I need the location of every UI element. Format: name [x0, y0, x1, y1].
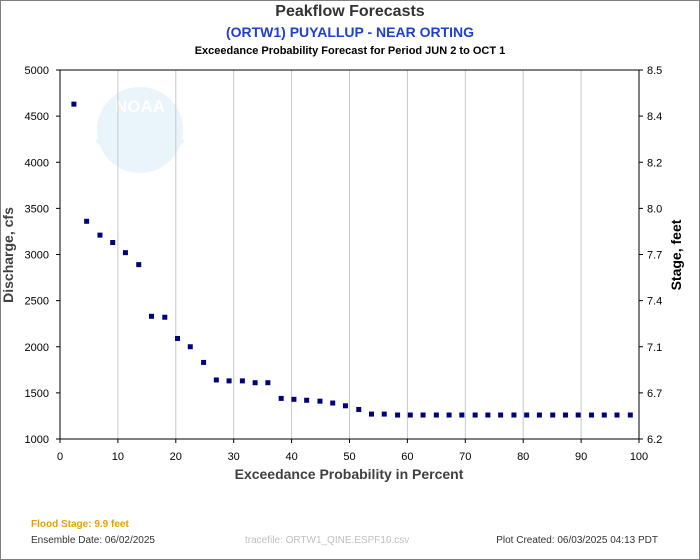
x-tick-label: 100	[630, 451, 648, 463]
data-point	[550, 412, 556, 418]
period-subtitle: Exceedance Probability Forecast for Peri…	[194, 45, 506, 57]
data-point	[278, 395, 284, 401]
data-points	[71, 101, 633, 418]
data-point	[614, 412, 620, 418]
plot-created: Plot Created: 06/03/2025 04:13 PDT	[496, 535, 658, 546]
ensemble-date: Ensemble Date: 06/02/2025	[31, 535, 155, 546]
x-tick-label: 50	[343, 451, 355, 463]
x-tick-label: 10	[112, 451, 124, 463]
data-point	[110, 240, 116, 246]
data-point	[239, 378, 245, 384]
data-point	[524, 412, 530, 418]
y2-tick-label: 8.4	[647, 111, 662, 123]
y-tick-label: 4000	[25, 157, 49, 169]
data-point	[148, 313, 154, 319]
gridlines	[117, 70, 582, 439]
data-point	[136, 262, 142, 268]
x-tick-label: 30	[228, 451, 240, 463]
data-point	[304, 397, 310, 403]
y2-tick-label: 8.2	[647, 157, 662, 169]
y2-tick-label: 7.4	[647, 296, 662, 308]
noaa-logo: NOAA	[96, 87, 184, 173]
chart-title: Peakflow Forecasts	[275, 3, 425, 20]
data-point	[575, 412, 581, 418]
data-point	[162, 314, 168, 320]
data-point	[446, 412, 452, 418]
data-point	[226, 378, 232, 384]
data-point	[472, 412, 478, 418]
flood-stage-note: Flood Stage: 9.9 feet	[31, 519, 129, 530]
y-tick-label: 3500	[25, 203, 49, 215]
data-point	[317, 398, 323, 404]
data-point	[213, 377, 219, 383]
data-point	[562, 412, 568, 418]
data-point	[420, 412, 426, 418]
x-tick-label: 90	[575, 451, 587, 463]
data-point	[601, 412, 607, 418]
y-tick-label: 3000	[25, 250, 49, 262]
x-tick-label: 70	[459, 451, 471, 463]
data-point	[407, 412, 413, 418]
data-point	[485, 412, 491, 418]
y2-tick-label: 8.5	[647, 65, 662, 77]
data-point	[201, 359, 207, 365]
noaa-logo-disc	[97, 87, 183, 173]
y2-tick-label: 6.7	[647, 388, 662, 400]
tracefile-note: tracefile: ORTW1_QINE.ESPF10.csv	[245, 535, 410, 546]
data-point	[265, 380, 271, 386]
data-point	[498, 412, 504, 418]
noaa-logo-wave	[96, 131, 184, 151]
y-tick-label: 2500	[25, 296, 49, 308]
data-point	[97, 232, 103, 238]
y-tick-label: 1500	[25, 388, 49, 400]
data-point	[187, 344, 193, 350]
y2-tick-label: 8.0	[647, 203, 662, 215]
x-tick-label: 80	[517, 451, 529, 463]
station-subtitle: (ORTW1) PUYALLUP - NEAR ORTING	[225, 24, 475, 40]
data-point	[291, 396, 297, 402]
x-tick-label: 0	[57, 451, 63, 463]
data-point	[381, 411, 387, 417]
y-tick-label: 2000	[25, 342, 49, 354]
y-axis-label: Discharge, cfs	[0, 207, 16, 303]
x-tick-label: 60	[401, 451, 413, 463]
data-point	[252, 380, 258, 386]
data-point	[175, 335, 181, 341]
y-tick-label: 4500	[25, 111, 49, 123]
axes: 0 10 20 30 40 50 60 70 80 90 100 1000 1500 2000 2500 30…	[25, 65, 663, 463]
data-point	[433, 412, 439, 418]
x-axis-label: Exceedance Probability in Percent	[235, 466, 464, 482]
data-point	[122, 250, 128, 256]
y-tick-label: 5000	[25, 65, 49, 77]
data-point	[342, 403, 348, 409]
data-point	[330, 400, 336, 406]
data-point	[369, 411, 375, 417]
x-tick-label: 20	[170, 451, 182, 463]
data-point	[536, 412, 542, 418]
data-point	[71, 101, 77, 107]
y-tick-label: 1000	[25, 434, 49, 446]
data-point	[511, 412, 517, 418]
y2-tick-label: 7.7	[647, 250, 662, 262]
data-point	[627, 412, 633, 418]
y2-axis-label: Stage, feet	[668, 219, 684, 290]
y2-tick-label: 6.2	[647, 434, 662, 446]
x-tick-label: 40	[285, 451, 297, 463]
y2-tick-label: 7.1	[647, 342, 662, 354]
noaa-logo-text: NOAA	[115, 97, 165, 116]
data-point	[589, 412, 595, 418]
data-point	[459, 412, 465, 418]
data-point	[84, 218, 90, 224]
data-point	[356, 406, 362, 412]
data-point	[395, 412, 401, 418]
